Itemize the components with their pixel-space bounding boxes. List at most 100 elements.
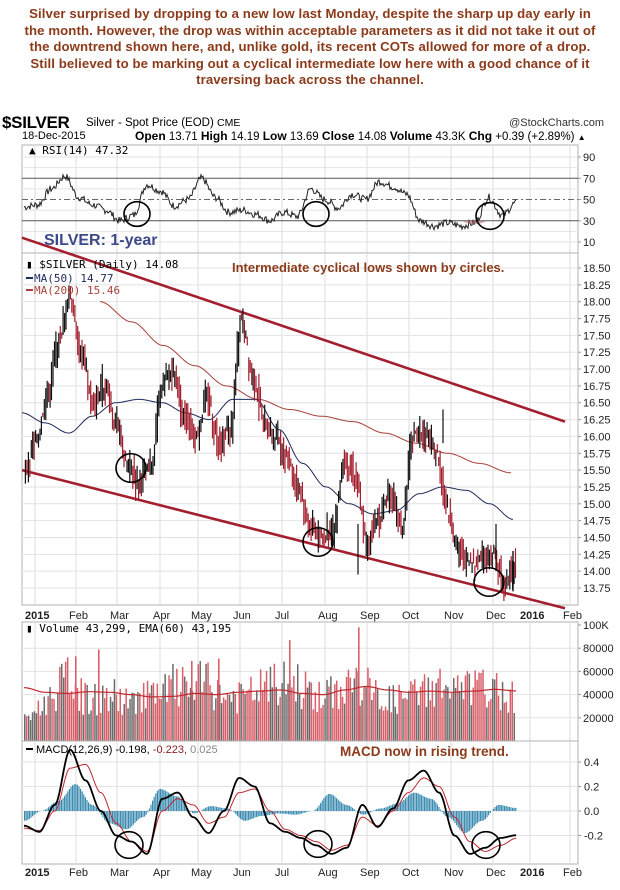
volume-bar <box>115 694 118 741</box>
histogram-bar <box>500 805 502 811</box>
histogram-bar <box>417 793 419 811</box>
histogram-bar <box>339 801 341 811</box>
histogram-bar <box>270 811 272 815</box>
histogram-bar <box>155 793 157 811</box>
volume-bar <box>35 713 38 741</box>
histogram-bar <box>59 800 61 811</box>
histogram-bar <box>136 811 138 822</box>
volume-bar <box>146 680 149 741</box>
histogram-bar <box>388 805 390 811</box>
histogram-bar <box>166 791 168 811</box>
volume-bar <box>88 713 90 741</box>
volume-bar <box>382 710 385 741</box>
volume-bar <box>318 681 320 741</box>
histogram-bar <box>336 798 338 811</box>
histogram-bar <box>249 811 251 820</box>
volume-bar <box>86 684 88 741</box>
histogram-bar <box>278 811 280 814</box>
volume-bar <box>439 668 441 741</box>
histogram-bar <box>56 801 58 811</box>
histogram-bar <box>307 811 309 812</box>
volume-bar <box>443 689 445 741</box>
volume-bar <box>295 701 297 741</box>
histogram-bar <box>284 811 286 814</box>
histogram-bar <box>49 805 51 811</box>
histogram-bar <box>91 804 93 811</box>
histogram-bar <box>246 811 248 821</box>
volume-bar <box>429 700 432 741</box>
open-label: Open <box>135 129 166 143</box>
histogram-bar <box>211 806 213 811</box>
volume-bar <box>25 716 28 741</box>
histogram-bar <box>345 804 347 811</box>
volume-bar <box>258 701 260 741</box>
histogram-bar <box>356 811 358 812</box>
y-tick-label: 17.25 <box>583 347 611 359</box>
y-tick-label: 15.50 <box>583 465 611 477</box>
volume-bar <box>217 680 219 741</box>
volume-bar <box>386 710 389 741</box>
volume-bar <box>185 681 188 741</box>
x-tick-label: Jun <box>233 867 251 879</box>
volume-bar <box>297 664 299 741</box>
volume-bar <box>358 627 360 741</box>
histogram-bar <box>291 811 293 815</box>
x-tick-label: Feb <box>69 867 88 879</box>
histogram-bar <box>390 805 392 811</box>
volume-bar <box>238 682 240 741</box>
volume-bar <box>123 703 125 741</box>
volume-bar <box>341 697 344 741</box>
histogram-bar <box>457 811 459 828</box>
histogram-bar <box>297 811 299 815</box>
y-tick-label: 30 <box>583 216 595 228</box>
volume-bar <box>187 696 190 741</box>
histogram-bar <box>115 811 117 826</box>
volume-bar <box>435 683 437 741</box>
volume-bar <box>162 683 164 741</box>
y-tick-label: 17.00 <box>583 364 611 376</box>
histogram-bar <box>235 811 237 815</box>
histogram-bar <box>27 811 29 820</box>
histogram-bar <box>419 794 421 811</box>
y-tick-label: 100K <box>583 620 609 632</box>
volume-bar <box>480 673 482 741</box>
histogram-bar <box>195 811 197 814</box>
volume-bar <box>497 695 500 741</box>
histogram-bar <box>134 811 136 823</box>
histogram-bar <box>110 811 112 824</box>
volume-value: 43.3K <box>435 131 466 143</box>
y-tick-label: 18.00 <box>583 297 611 309</box>
histogram-bar <box>464 811 466 833</box>
volume-bar <box>195 681 198 741</box>
histogram-bar <box>251 811 253 819</box>
volume-bar <box>41 711 43 741</box>
volume-bar <box>37 700 40 741</box>
volume-bar <box>100 713 102 741</box>
chg-label: Chg <box>468 129 493 143</box>
volume-bar <box>242 689 244 741</box>
histogram-bar <box>432 799 434 811</box>
volume-bar <box>408 690 410 741</box>
volume-bar <box>178 706 180 741</box>
histogram-bar <box>452 811 454 821</box>
y-tick-label: 60000 <box>583 666 614 678</box>
histogram-bar <box>328 794 330 811</box>
volume-bar <box>447 687 449 741</box>
volume-bar <box>246 690 248 741</box>
histogram-bar <box>460 811 462 832</box>
volume-bar <box>505 701 508 741</box>
volume-bar <box>392 685 395 741</box>
histogram-bar <box>401 801 403 811</box>
histogram-bar <box>385 807 387 811</box>
x-tick-label: Sep <box>360 610 380 622</box>
volume-bar <box>254 699 256 741</box>
y-tick-label: 17.75 <box>583 314 611 326</box>
volume-bar <box>445 685 447 741</box>
x-tick-label: Aug <box>318 867 338 879</box>
volume-bar <box>113 679 116 741</box>
y-tick-label: 90 <box>583 152 595 164</box>
cycle-low-circle <box>475 201 505 231</box>
histogram-bar <box>62 798 64 811</box>
histogram-bar <box>126 811 128 830</box>
volume-bar <box>121 714 123 741</box>
